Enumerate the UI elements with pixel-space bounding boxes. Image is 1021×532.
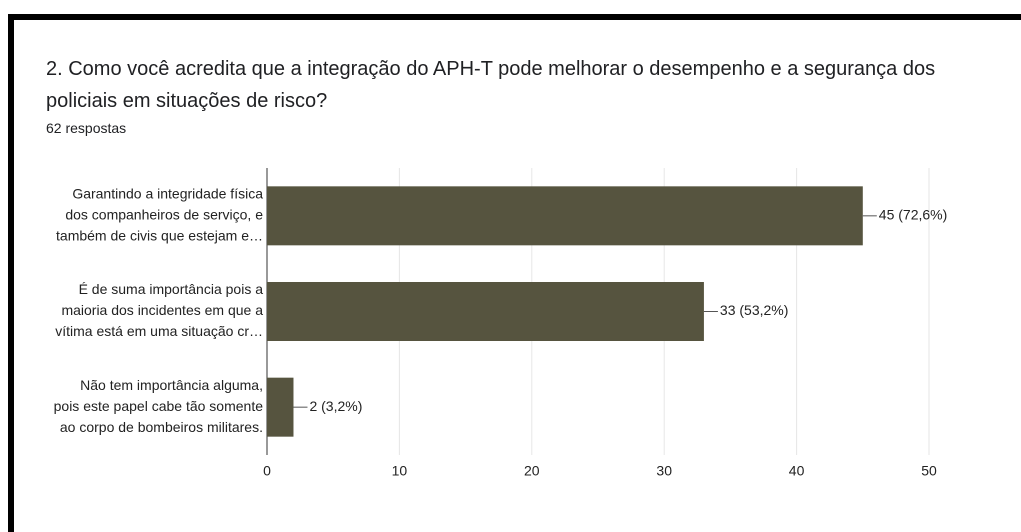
bar	[267, 377, 294, 437]
y-tick-label: dos companheiros de serviço, e	[65, 207, 263, 223]
y-tick-label: É de suma importância pois a	[79, 281, 264, 297]
y-tick-label: pois este papel cabe tão somente	[54, 398, 264, 414]
x-tick-label: 50	[921, 463, 937, 479]
value-label: 45 (72,6%)	[879, 207, 947, 223]
x-tick-label: 20	[524, 463, 540, 479]
value-label: 33 (53,2%)	[720, 302, 788, 318]
frame	[8, 14, 1021, 532]
y-tick-label: ao corpo de bombeiros militares.	[60, 419, 263, 435]
chart-subtitle: 62 respostas	[46, 120, 127, 136]
y-tick-label: maioria dos incidentes em que a	[61, 302, 263, 318]
x-tick-label: 10	[392, 463, 408, 479]
bar	[267, 186, 863, 246]
y-tick-label: Não tem importância alguma,	[80, 377, 263, 393]
x-tick-label: 0	[263, 463, 271, 479]
bar	[267, 282, 704, 341]
x-tick-label: 40	[789, 463, 805, 479]
y-tick-label: também de civis que estejam e…	[56, 228, 263, 244]
y-tick-label: vítima está em uma situação cr…	[55, 323, 263, 339]
x-tick-label: 30	[656, 463, 672, 479]
chart-title: 2. Como você acredita que a integração d…	[46, 58, 936, 112]
value-label: 2 (3,2%)	[309, 398, 362, 414]
y-tick-label: Garantindo a integridade física	[72, 186, 263, 202]
